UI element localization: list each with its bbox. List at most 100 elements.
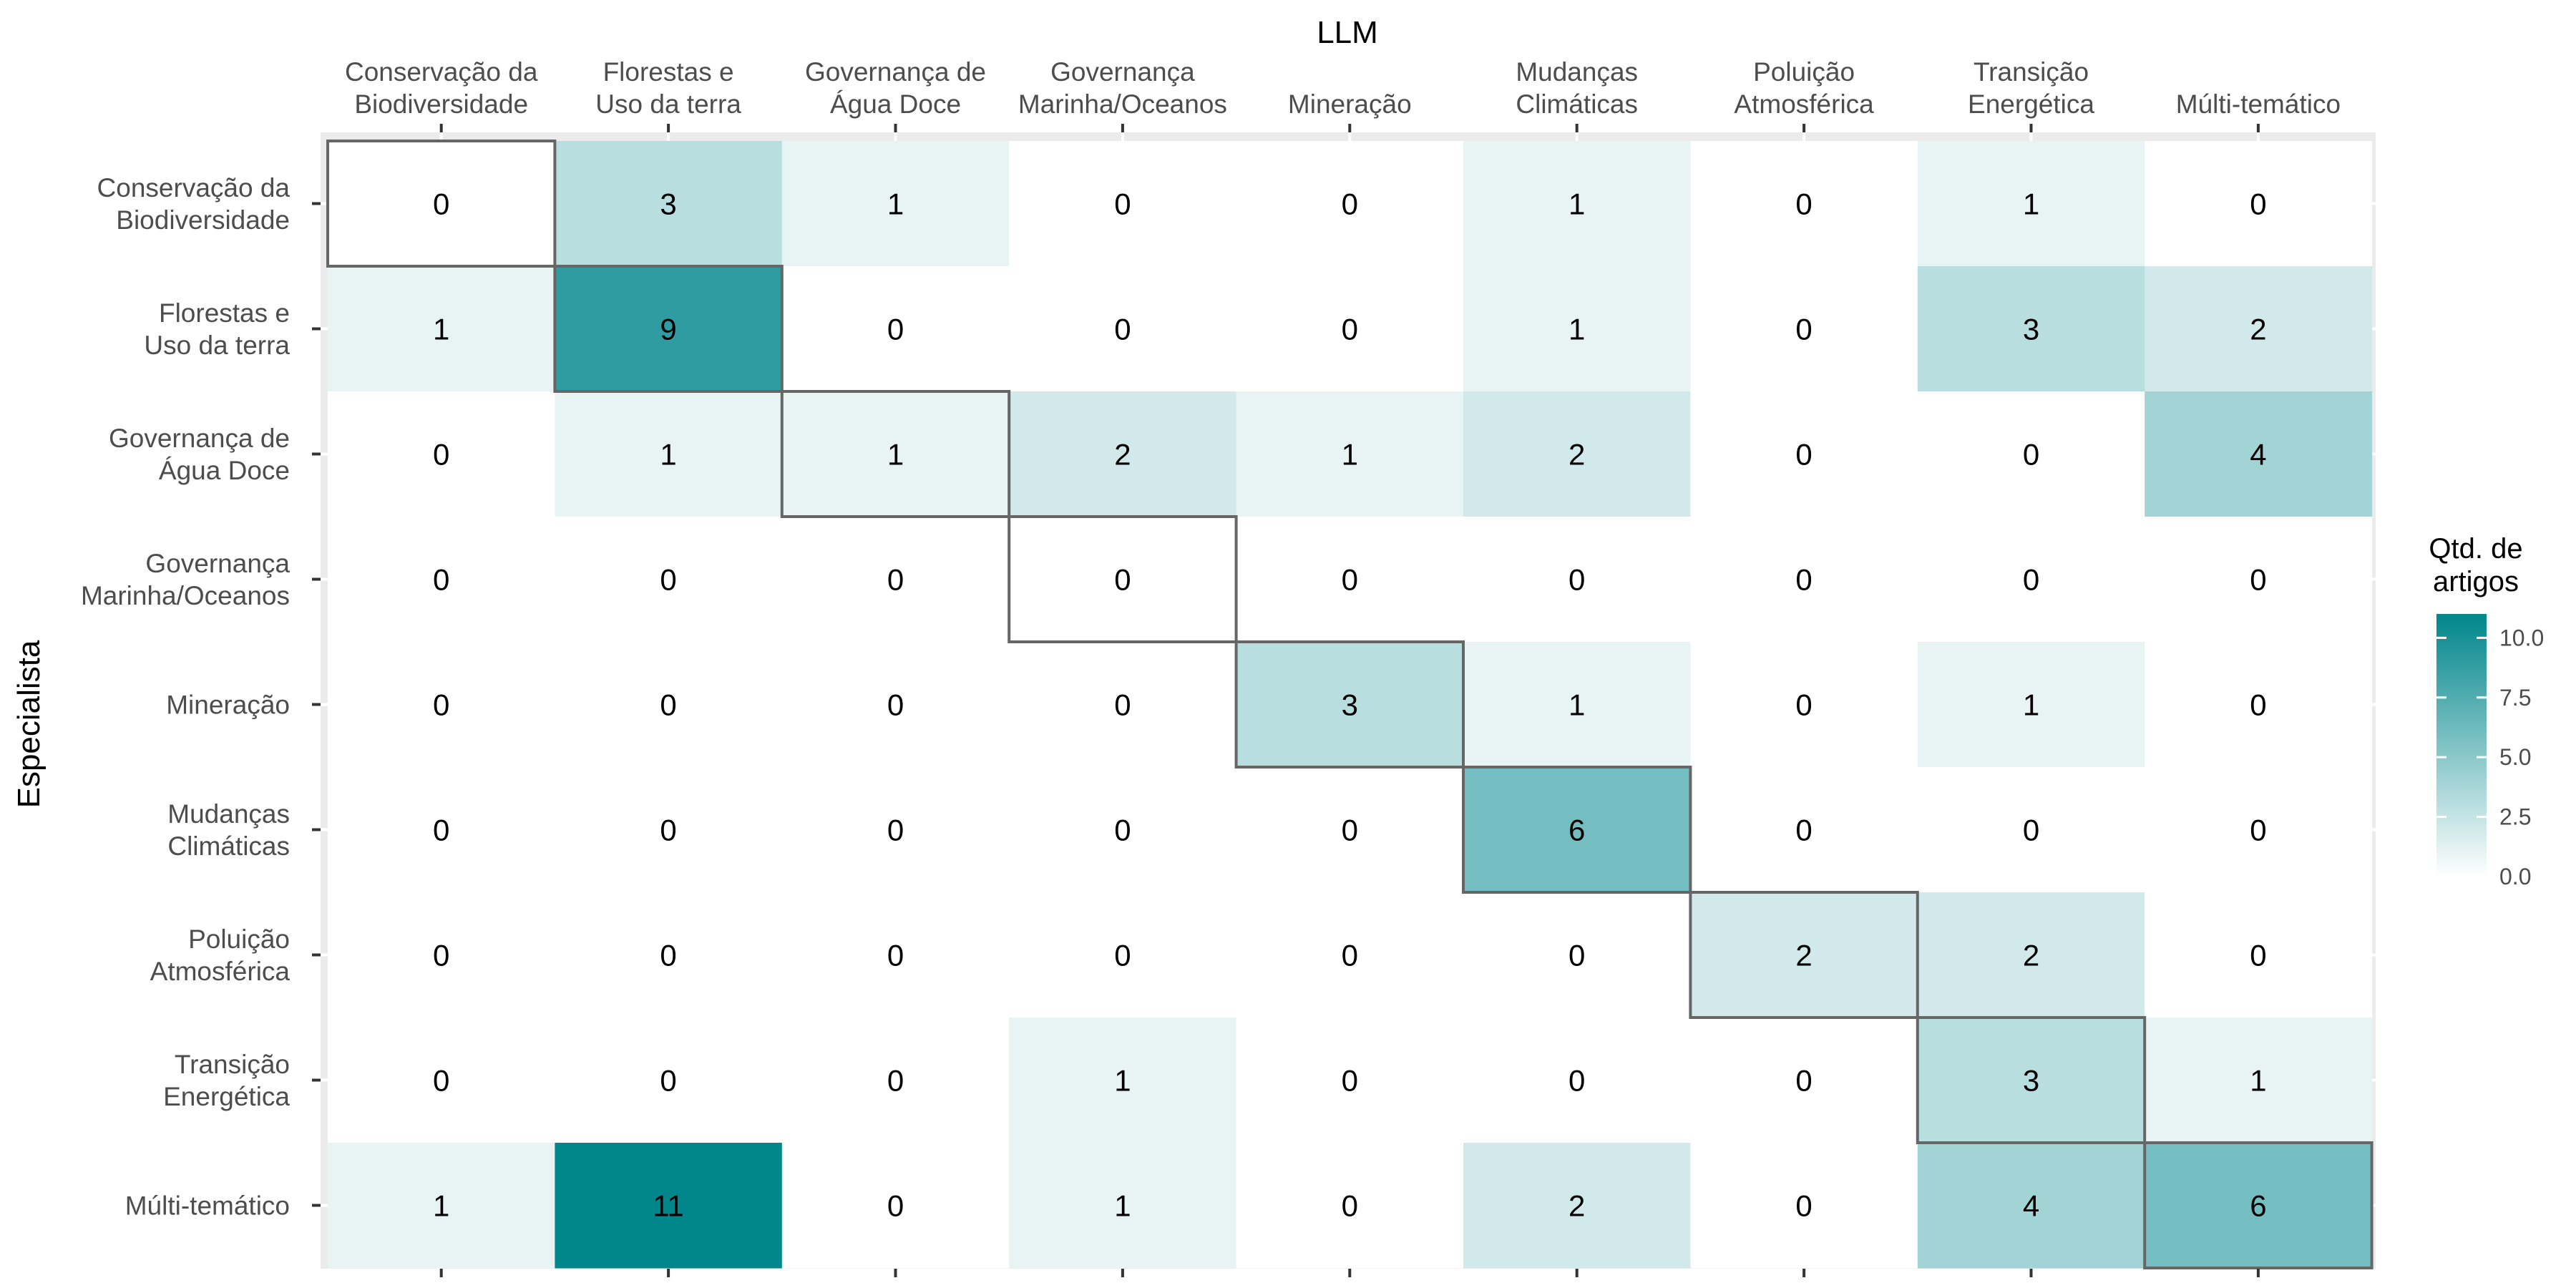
y-tick-label: Múlti-temático xyxy=(125,1191,290,1221)
diagonal-outline xyxy=(2143,1141,2373,1269)
heatmap-cell xyxy=(1236,642,1464,768)
cell-value-label: 0 xyxy=(1795,1064,1812,1098)
cell-value-label: 0 xyxy=(1342,1189,1358,1223)
cell-value-label: 1 xyxy=(433,313,449,346)
heatmap-cell xyxy=(1917,517,2145,643)
heatmap-cells xyxy=(328,141,2373,1269)
heatmap-cell xyxy=(1236,141,1464,267)
heatmap-cell xyxy=(2145,266,2373,392)
x-tick-label: Mineração xyxy=(1288,89,1412,119)
heatmap-cell xyxy=(555,1143,783,1269)
heatmap-cell xyxy=(1009,266,1237,392)
legend-colorbar xyxy=(2436,614,2487,877)
heatmap-cell xyxy=(1236,892,1464,1018)
cell-value-label: 0 xyxy=(433,438,449,472)
cell-value-label: 0 xyxy=(660,563,676,597)
heatmap-cell xyxy=(1463,266,1691,392)
y-tick-label: Governança de Água Doce xyxy=(109,424,290,485)
heatmap-cell xyxy=(1463,892,1691,1018)
diagonal-outline xyxy=(1689,891,1919,1019)
cell-value-label: 9 xyxy=(660,313,676,346)
heatmap-cell xyxy=(1463,767,1691,893)
heatmap-cell xyxy=(328,1143,555,1269)
heatmap-cell xyxy=(1463,391,1691,517)
cell-value-label: 0 xyxy=(433,688,449,722)
heatmap-cell xyxy=(2145,141,2373,267)
cell-value-label: 0 xyxy=(887,1189,904,1223)
x-tick-label: Múlti-temático xyxy=(2176,89,2341,119)
heatmap-cell xyxy=(1009,767,1237,893)
heatmap-cell xyxy=(1917,892,2145,1018)
diagonal-outline xyxy=(1916,1016,2147,1144)
heatmap-cell xyxy=(328,642,555,768)
heatmap-cell xyxy=(1009,1143,1237,1269)
heatmap-cell xyxy=(2145,1018,2373,1143)
cell-value-label: 0 xyxy=(887,939,904,972)
cell-value-label: 0 xyxy=(1795,563,1812,597)
x-tick-label: Mudanças Climáticas xyxy=(1516,57,1638,119)
heatmap-cell xyxy=(1690,892,1918,1018)
diagonal-outlines xyxy=(326,140,2373,1269)
y-tick-label: Poluição Atmosférica xyxy=(150,924,291,986)
x-tick-label: Poluição Atmosférica xyxy=(1734,57,1874,119)
heatmap-cell xyxy=(1236,1018,1464,1143)
cell-value-label: 0 xyxy=(2023,563,2039,597)
heatmap-cell xyxy=(328,892,555,1018)
heatmap-cell xyxy=(2145,517,2373,643)
heatmap-cell xyxy=(1009,517,1237,643)
cell-value-label: 2 xyxy=(1568,438,1585,472)
legend-tick-label: 7.5 xyxy=(2499,685,2531,711)
diagonal-outline xyxy=(553,265,784,393)
cell-value-label: 0 xyxy=(660,688,676,722)
heatmap-cell xyxy=(781,1143,1010,1269)
cell-value-label: 0 xyxy=(887,1064,904,1098)
legend-title: artigos xyxy=(2433,566,2519,597)
heatmap-cell xyxy=(2145,767,2373,893)
cell-value-label: 1 xyxy=(1114,1189,1131,1223)
heatmap-cell xyxy=(2145,642,2373,768)
heatmap-cell xyxy=(781,767,1010,893)
heatmap-cell xyxy=(555,1018,783,1143)
heatmap-cell xyxy=(328,1018,555,1143)
heatmap-cell xyxy=(1009,892,1237,1018)
cell-value-label: 3 xyxy=(2023,1064,2039,1098)
y-tick-label: Transição Energética xyxy=(163,1050,290,1111)
heatmap-cell xyxy=(2145,1143,2373,1269)
cell-value-label: 0 xyxy=(1114,313,1131,346)
heatmap-cell xyxy=(1463,642,1691,768)
cell-value-label: 0 xyxy=(1795,187,1812,221)
cell-value-label: 1 xyxy=(887,438,904,472)
y-tick-label: Conservação da Biodiversidade xyxy=(97,173,291,235)
x-tick-label: Governança Marinha/Oceanos xyxy=(1018,57,1227,119)
cell-value-label: 2 xyxy=(2250,313,2266,346)
heatmap-cell xyxy=(781,141,1010,267)
cell-value-label: 0 xyxy=(1342,563,1358,597)
heatmap-cell xyxy=(555,642,783,768)
cell-value-label: 1 xyxy=(1342,438,1358,472)
diagonal-outline xyxy=(1008,515,1238,643)
cell-value-label: 4 xyxy=(2250,438,2266,472)
x-tick-label: Florestas e Uso da terra xyxy=(595,57,741,119)
heatmap-cell xyxy=(1690,266,1918,392)
x-tick-label: Conservação da Biodiversidade xyxy=(345,57,538,119)
heatmap-cell xyxy=(1463,1018,1691,1143)
cell-value-label: 0 xyxy=(1342,814,1358,847)
cell-value-label: 6 xyxy=(1568,814,1585,847)
cell-value-label: 0 xyxy=(1342,939,1358,972)
cell-value-label: 1 xyxy=(2023,688,2039,722)
cell-value-label: 0 xyxy=(1568,563,1585,597)
heatmap-cell xyxy=(1009,141,1237,267)
cell-value-label: 0 xyxy=(2250,688,2266,722)
heatmap-cell xyxy=(1917,391,2145,517)
heatmap-cell xyxy=(781,517,1010,643)
heatmap-cell xyxy=(781,642,1010,768)
cell-value-label: 0 xyxy=(660,939,676,972)
cell-value-label: 1 xyxy=(660,438,676,472)
heatmap-cell xyxy=(1236,767,1464,893)
cell-value-label: 0 xyxy=(2250,939,2266,972)
y-tick-label: Governança Marinha/Oceanos xyxy=(81,549,290,610)
cell-value-label: 0 xyxy=(2250,563,2266,597)
cell-value-label: 0 xyxy=(1342,187,1358,221)
heatmap-cell xyxy=(328,266,555,392)
